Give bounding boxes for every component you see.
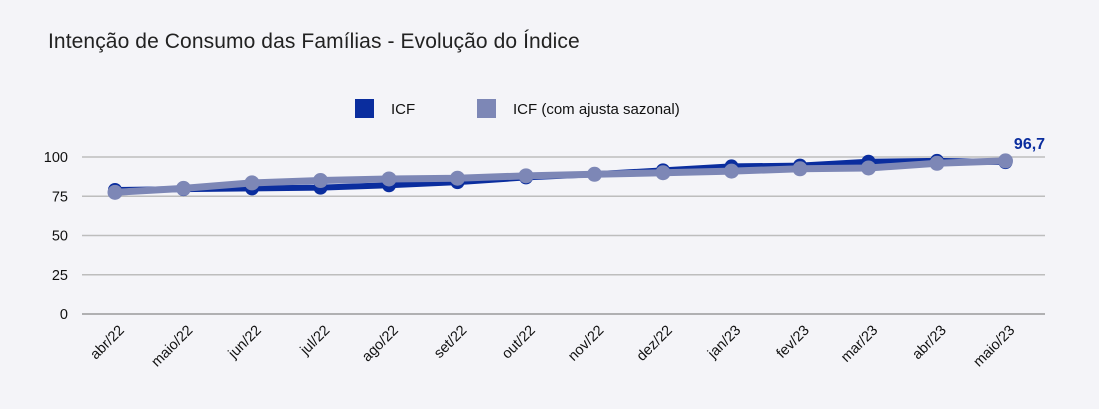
- data-point: [861, 160, 876, 176]
- legend-swatch: [477, 99, 496, 118]
- data-point: [929, 155, 945, 171]
- data-point: [176, 180, 191, 196]
- x-tick-label: set/22: [431, 323, 470, 362]
- gridlines: [82, 156, 1045, 315]
- data-point: [244, 175, 260, 191]
- data-point: [450, 170, 465, 186]
- x-tick-label: maio/22: [149, 323, 197, 371]
- data-point: [313, 173, 328, 189]
- data-labels: 96,7: [1014, 136, 1045, 153]
- legend-label: ICF: [391, 101, 415, 118]
- series-group: [107, 153, 1013, 200]
- x-axis-ticks: abr/22 maio/22 jun/22 jul/22 ago/22 set/22 out…: [87, 323, 1018, 371]
- data-point: [998, 153, 1013, 169]
- data-point: [724, 163, 739, 179]
- x-tick-label: mar/23: [838, 323, 881, 366]
- x-tick-label: abr/22: [87, 323, 127, 363]
- series-icf-sazonal: [107, 153, 1013, 200]
- chart-title: Intenção de Consumo das Famílias - Evolu…: [48, 30, 580, 53]
- legend-label: ICF (com ajusta sazonal): [513, 101, 680, 118]
- data-point: [655, 165, 671, 181]
- y-tick-label: 100: [44, 150, 68, 166]
- data-point: [587, 166, 602, 182]
- data-point: [107, 184, 123, 200]
- x-tick-label: out/22: [499, 323, 539, 363]
- y-tick-label: 75: [52, 189, 68, 205]
- y-tick-label: 0: [60, 307, 68, 323]
- x-tick-label: maio/23: [971, 323, 1019, 371]
- legend-swatch: [355, 99, 374, 118]
- data-point: [518, 168, 534, 184]
- x-tick-label: jul/22: [297, 323, 334, 360]
- legend-item-icf-sazonal: ICF (com ajusta sazonal): [477, 99, 680, 118]
- legend-item-icf: ICF: [355, 99, 415, 118]
- x-tick-label: fev/23: [774, 323, 813, 362]
- data-point: [381, 171, 397, 187]
- data-point: [792, 161, 808, 177]
- legend: ICF ICF (com ajusta sazonal): [355, 99, 680, 118]
- x-tick-label: abr/23: [909, 323, 949, 363]
- data-label: 96,7: [1014, 136, 1045, 153]
- x-tick-label: ago/22: [359, 323, 402, 366]
- y-tick-label: 25: [52, 268, 68, 284]
- y-axis-ticks: 0 25 50 75 100: [44, 150, 68, 323]
- x-tick-label: jan/23: [704, 323, 744, 363]
- x-tick-label: nov/22: [565, 323, 607, 365]
- y-tick-label: 50: [52, 229, 68, 245]
- x-tick-label: dez/22: [634, 323, 676, 365]
- series-line: [111, 157, 1009, 196]
- x-tick-label: jun/22: [225, 323, 265, 363]
